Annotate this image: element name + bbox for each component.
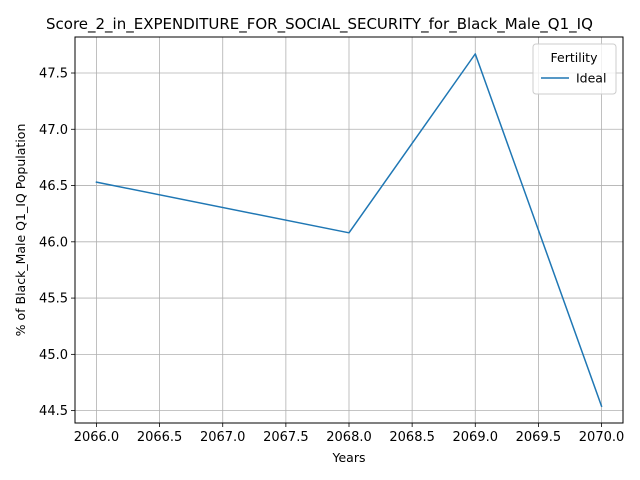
x-axis-ticks: 2066.0 2066.5 2067.0 2067.5 2068.0 2068.5 2069… (74, 423, 625, 445)
y-tick-label: 46.0 (39, 235, 68, 250)
legend-entry-ideal: Ideal (576, 71, 606, 86)
x-tick-label: 2066.0 (74, 430, 120, 445)
y-axis-ticks: 44.5 45.0 45.5 46.0 46.5 47.0 47.5 (39, 67, 75, 419)
x-tick-label: 2067.5 (263, 430, 309, 445)
grid-lines (75, 37, 623, 423)
x-axis-label: Years (332, 450, 366, 465)
x-tick-label: 2069.5 (516, 430, 562, 445)
series-line-ideal (95, 53, 603, 408)
x-tick-label: 2067.0 (200, 430, 246, 445)
y-axis-label: % of Black_Male Q1_IQ Population (13, 124, 28, 337)
series-layer (95, 53, 603, 408)
y-tick-label: 45.5 (39, 292, 68, 307)
legend-title: Fertility (551, 50, 599, 65)
y-tick-label: 44.5 (39, 404, 68, 419)
legend: Fertility Ideal (532, 43, 617, 95)
y-tick-label: 47.0 (39, 123, 68, 138)
y-tick-label: 46.5 (39, 179, 68, 194)
legend-box (532, 43, 617, 95)
y-tick-label: 45.0 (39, 348, 68, 363)
x-tick-label: 2070.0 (579, 430, 625, 445)
x-tick-label: 2066.5 (137, 430, 183, 445)
x-tick-label: 2068.5 (389, 430, 435, 445)
y-tick-label: 47.5 (39, 67, 68, 82)
chart-title: Score_2_in_EXPENDITURE_FOR_SOCIAL_SECURI… (46, 15, 593, 34)
x-tick-label: 2069.0 (453, 430, 499, 445)
x-tick-label: 2068.0 (326, 430, 372, 445)
